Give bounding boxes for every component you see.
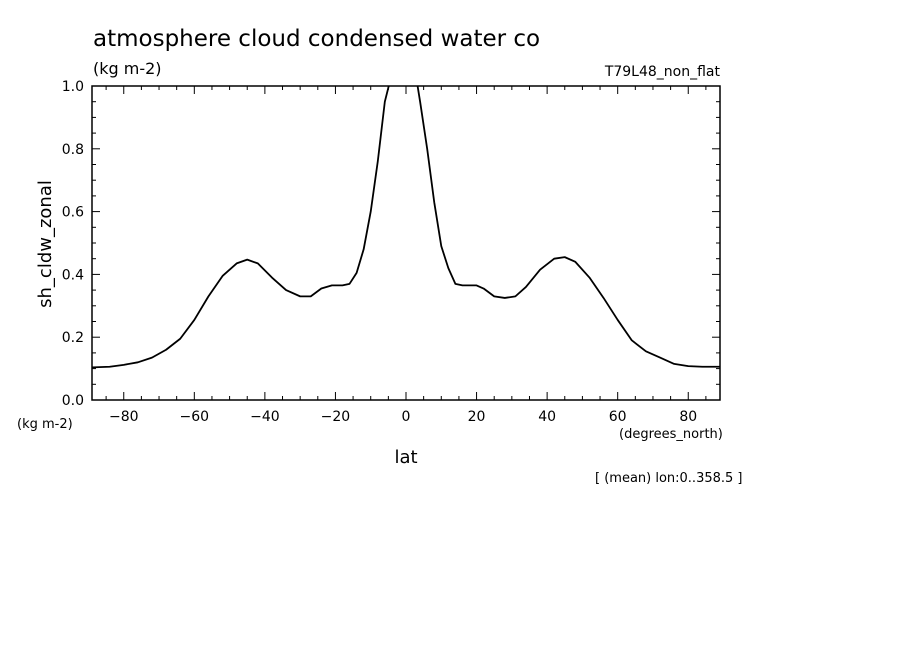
x-tick-label: −60 [180, 409, 210, 425]
y-tick-label: 0.4 [62, 267, 84, 283]
x-tick-label: −20 [321, 409, 351, 425]
x-tick-label: −80 [109, 409, 139, 425]
experiment-label: T79L48_non_flat [604, 64, 721, 80]
y-tick-label: 0.8 [62, 142, 84, 158]
x-axis-units: (degrees_north) [619, 427, 723, 442]
y-axis-label: sh_cldw_zonal [35, 180, 56, 308]
chart-units-top: (kg m-2) [93, 59, 162, 78]
x-tick-label: 20 [468, 409, 486, 425]
plot-area: −80 −60 −40 −20 0 20 40 60 80 0.0 0.2 0.4 0.6 0.8 1.0 [62, 79, 721, 425]
x-tick-label: 80 [679, 409, 697, 425]
y-tick-label: 0.0 [62, 393, 84, 409]
chart-title: atmosphere cloud condensed water co [93, 26, 540, 52]
y-tick-label: 1.0 [62, 79, 84, 95]
x-tick-label: 0 [402, 409, 411, 425]
y-tick-label: 0.6 [62, 205, 84, 221]
x-tick-label: 60 [609, 409, 627, 425]
y-axis-units: (kg m-2) [17, 417, 73, 432]
x-tick-label: 40 [538, 409, 556, 425]
x-tick-label: −40 [250, 409, 280, 425]
x-axis-label: lat [394, 447, 417, 468]
footnote: [ (mean) lon:0..358.5 ] [595, 471, 743, 486]
series-line-0 [92, 86, 720, 369]
y-tick-label: 0.2 [62, 330, 84, 346]
